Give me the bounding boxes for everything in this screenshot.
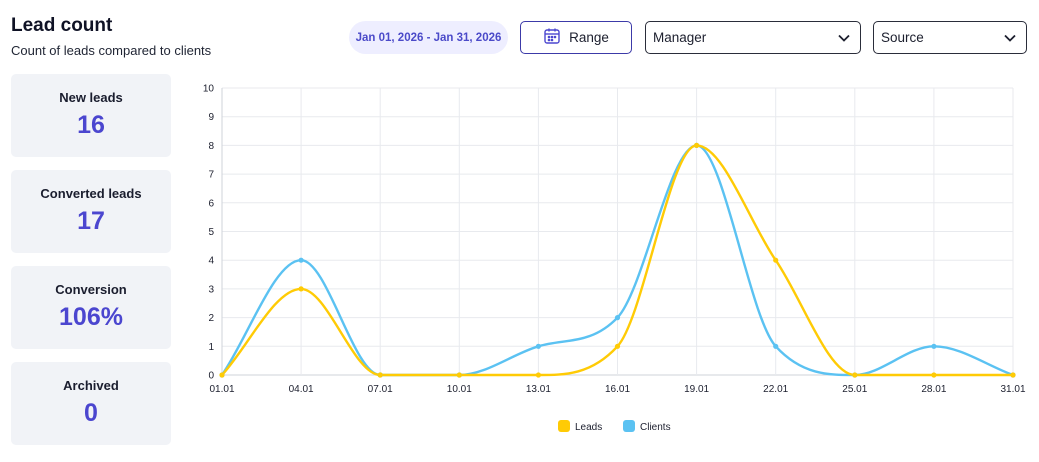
- chevron-down-icon: [1004, 34, 1016, 42]
- data-point-leads: [1010, 372, 1016, 378]
- y-tick-label: 4: [208, 256, 214, 267]
- x-tick-label: 16.01: [605, 384, 630, 395]
- stat-value: 17: [77, 207, 105, 235]
- data-point-leads: [931, 372, 937, 378]
- stat-value: 106%: [59, 303, 123, 331]
- y-tick-label: 7: [208, 170, 214, 181]
- data-point-leads: [614, 343, 621, 349]
- data-point-clients: [931, 343, 937, 349]
- x-tick-label: 01.01: [209, 384, 234, 395]
- page-title: Lead count: [11, 15, 113, 36]
- data-point-leads: [694, 142, 700, 148]
- x-tick-label: 07.01: [368, 384, 393, 395]
- data-point-clients: [535, 343, 541, 349]
- y-tick-label: 2: [208, 313, 214, 324]
- range-button-label: Range: [569, 30, 609, 45]
- y-tick-label: 5: [208, 227, 214, 238]
- data-point-leads: [219, 372, 225, 378]
- lead-count-chart: 0 1 2 3 4 5 6 7 8 9 10 01.01 04.01 07.01 10.01 13.01 16.…: [203, 84, 1026, 434]
- legend-label: Clients: [640, 422, 671, 433]
- y-tick-label: 0: [208, 371, 214, 382]
- stat-card-conversion: Conversion 106%: [11, 266, 171, 349]
- stat-label: New leads: [59, 90, 123, 105]
- stat-label: Archived: [63, 378, 119, 393]
- stat-label: Converted leads: [40, 186, 142, 201]
- legend-item-clients[interactable]: Clients: [623, 420, 671, 433]
- stat-card-new-leads: New leads 16: [11, 74, 171, 157]
- data-point-clients: [298, 257, 304, 263]
- source-select-value: Source: [881, 30, 924, 45]
- legend-label: Leads: [575, 422, 602, 433]
- data-point-clients: [614, 315, 621, 321]
- stat-value: 16: [77, 111, 105, 139]
- page-subtitle: Count of leads compared to clients: [11, 43, 212, 58]
- stat-card-archived: Archived 0: [11, 362, 171, 445]
- date-range-pill[interactable]: Jan 01, 2026 - Jan 31, 2026: [349, 21, 508, 54]
- y-tick-label: 3: [208, 284, 214, 295]
- x-tick-label: 19.01: [684, 384, 709, 395]
- legend-swatch: [558, 420, 570, 432]
- y-tick-label: 8: [208, 141, 214, 152]
- chevron-down-icon: [838, 34, 850, 42]
- manager-select-value: Manager: [653, 30, 707, 45]
- range-button[interactable]: Range: [520, 21, 632, 54]
- x-tick-label: 22.01: [763, 384, 788, 395]
- data-point-leads: [852, 372, 858, 378]
- source-select[interactable]: Source: [873, 21, 1027, 54]
- y-tick-label: 9: [208, 112, 214, 123]
- x-tick-label: 10.01: [447, 384, 472, 395]
- y-tick-label: 10: [203, 84, 215, 95]
- data-point-leads: [456, 372, 462, 378]
- data-point-leads: [773, 257, 779, 263]
- x-tick-label: 13.01: [526, 384, 551, 395]
- x-tick-label: 04.01: [289, 384, 314, 395]
- x-tick-label: 31.01: [1000, 384, 1025, 395]
- data-point-clients: [773, 343, 779, 349]
- legend-item-leads[interactable]: Leads: [558, 420, 602, 433]
- stat-card-converted-leads: Converted leads 17: [11, 170, 171, 253]
- calendar-icon: [543, 27, 561, 48]
- data-point-leads: [535, 372, 541, 378]
- y-tick-label: 6: [208, 198, 214, 209]
- x-tick-label: 25.01: [842, 384, 867, 395]
- data-point-leads: [298, 286, 304, 292]
- stat-value: 0: [84, 399, 98, 427]
- manager-select[interactable]: Manager: [645, 21, 861, 54]
- y-tick-label: 1: [208, 342, 214, 353]
- stat-label: Conversion: [55, 282, 127, 297]
- legend-swatch: [623, 420, 635, 432]
- data-point-leads: [377, 372, 383, 378]
- x-tick-label: 28.01: [921, 384, 946, 395]
